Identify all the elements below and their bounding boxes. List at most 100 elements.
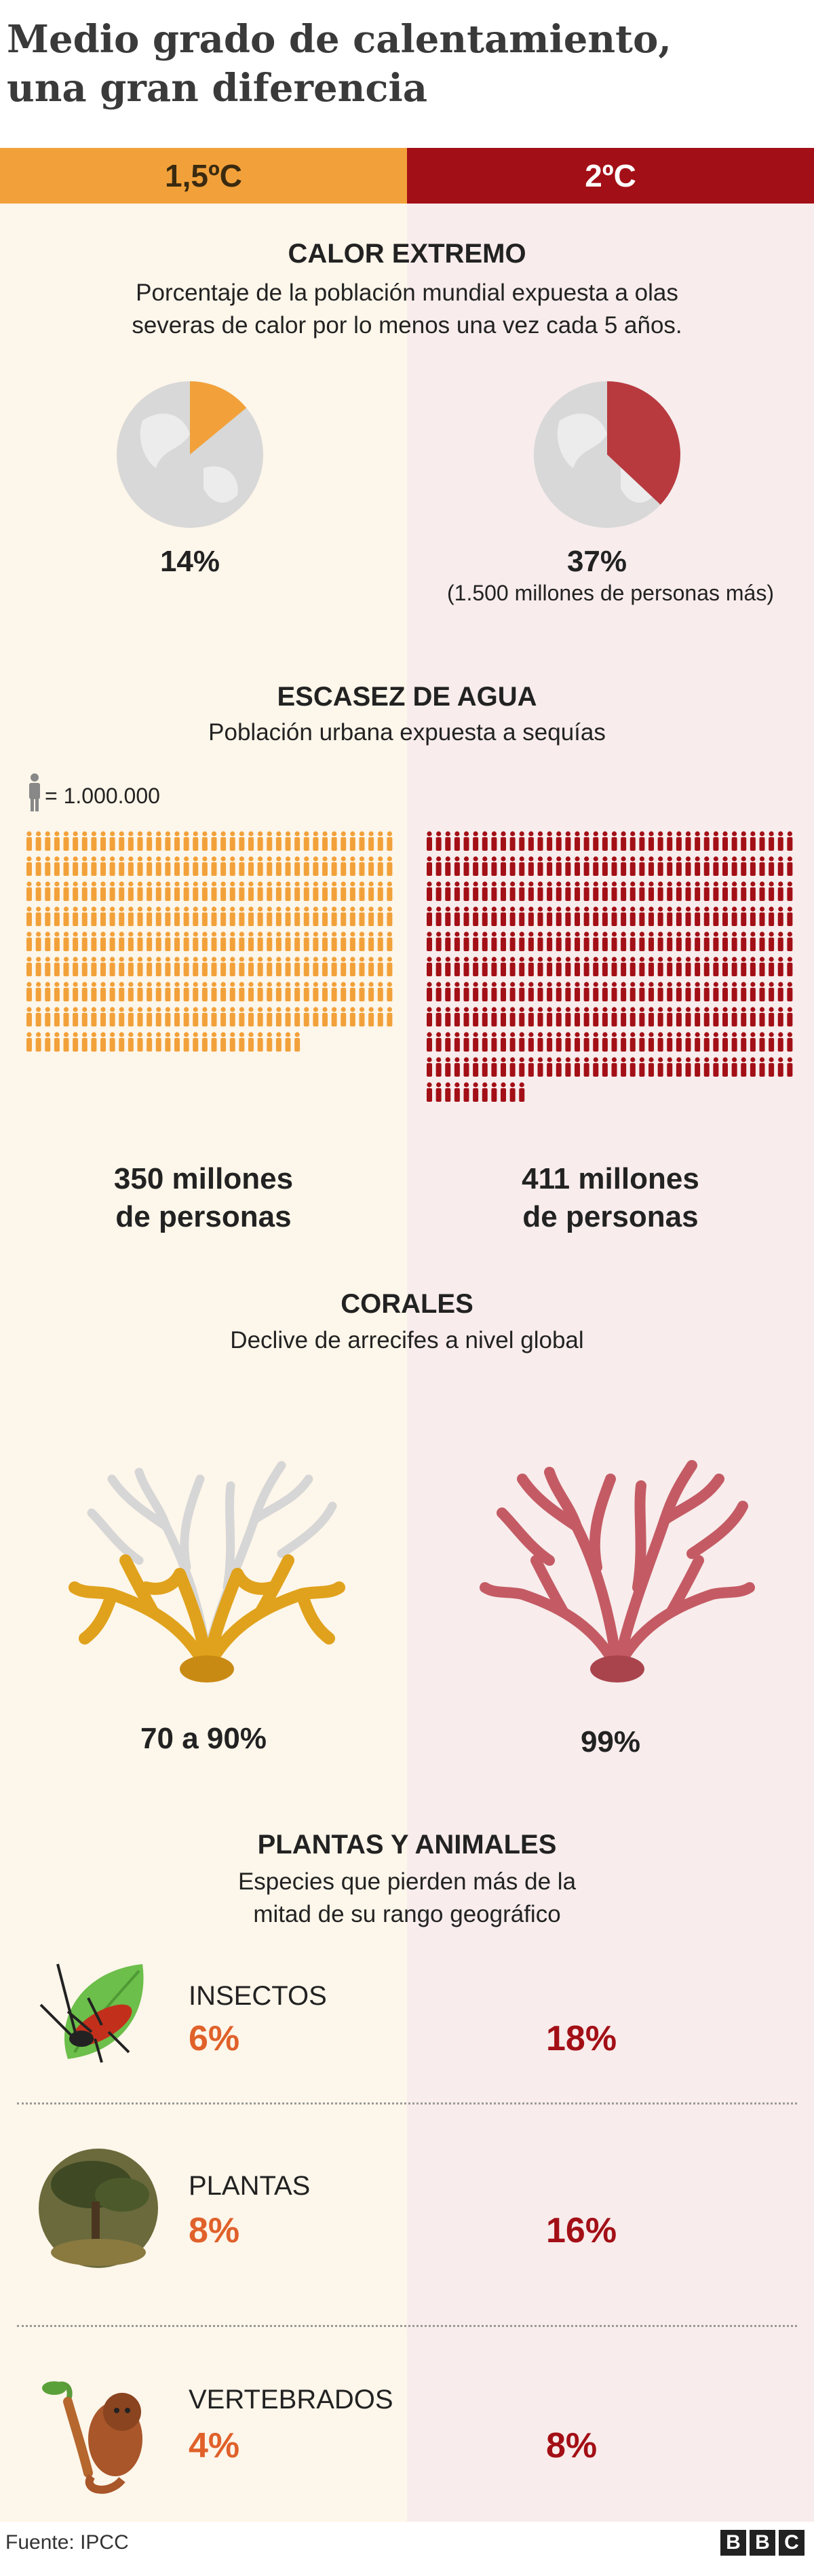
person-icon — [528, 1032, 534, 1052]
person-icon — [731, 1007, 737, 1026]
heat-subtitle-line-2: severas de calor por lo menos una vez ca… — [132, 312, 682, 339]
person-icon — [473, 1057, 479, 1077]
person-icon — [491, 1032, 497, 1052]
person-icon — [657, 957, 663, 976]
person-icon — [368, 957, 374, 976]
person-icon — [769, 1057, 775, 1077]
bbc-logo: B B C — [720, 2530, 805, 2556]
person-icon — [509, 906, 516, 926]
person-icon — [685, 1032, 691, 1052]
coral-left-icon — [69, 1461, 345, 1683]
species-insects-left: 6% — [189, 2019, 240, 2058]
person-icon — [435, 931, 442, 951]
person-icon — [73, 881, 79, 901]
person-icon — [759, 1057, 765, 1077]
person-icon — [248, 856, 254, 876]
person-icon — [257, 931, 263, 951]
person-icon — [377, 957, 383, 976]
person-icon — [482, 982, 488, 1001]
person-icon — [528, 1057, 534, 1077]
person-icon — [731, 931, 737, 951]
corals-right-value: 99% — [580, 1725, 641, 1758]
person-icon — [201, 982, 208, 1001]
person-icon — [537, 931, 543, 951]
person-icon — [556, 906, 562, 926]
person-icon — [331, 982, 337, 1001]
person-icon — [593, 856, 599, 876]
person-icon — [147, 881, 153, 901]
person-icon — [81, 931, 88, 951]
person-icon — [454, 1057, 460, 1077]
species-vertebrates-label: VERTEBRADOS — [189, 2385, 393, 2415]
person-icon — [528, 906, 534, 926]
person-icon — [63, 856, 69, 876]
person-icon — [26, 931, 32, 951]
bbc-logo-letter: B — [720, 2530, 746, 2556]
person-icon — [713, 982, 719, 1001]
person-icon — [509, 1057, 516, 1077]
person-icon — [473, 1082, 479, 1102]
person-icon — [387, 856, 393, 876]
person-icon — [685, 1057, 691, 1077]
person-icon — [285, 856, 291, 876]
person-icon — [193, 957, 199, 976]
person-icon — [322, 982, 328, 1001]
person-icon — [537, 831, 543, 851]
person-icon — [257, 881, 263, 901]
person-icon — [657, 881, 663, 901]
person-icon — [676, 982, 682, 1001]
person-icon — [482, 831, 488, 851]
person-icon — [349, 1007, 355, 1026]
person-icon — [349, 982, 355, 1001]
header-1-5c: 1,5ºC — [0, 148, 407, 204]
person-icon — [602, 831, 608, 851]
person-icon — [463, 957, 469, 976]
person-icon — [137, 931, 143, 951]
person-icon — [45, 906, 51, 926]
person-icon — [45, 856, 51, 876]
heat-subtitle: Porcentaje de la población mundial expue… — [0, 277, 814, 342]
person-icon — [26, 1007, 32, 1026]
person-icon — [528, 856, 534, 876]
person-icon — [454, 856, 460, 876]
person-icon — [275, 831, 282, 851]
person-icon — [45, 831, 51, 851]
heat-slice-right — [607, 381, 681, 505]
person-icon — [509, 1082, 516, 1102]
person-icon — [731, 1057, 737, 1077]
person-icon — [147, 906, 153, 926]
person-icon — [341, 1007, 347, 1026]
person-icon — [482, 1082, 488, 1102]
person-icon — [463, 856, 469, 876]
person-icon — [750, 982, 756, 1001]
left-column-background — [0, 204, 407, 2522]
person-icon — [220, 1007, 227, 1026]
person-icon — [427, 881, 432, 901]
person-icon — [147, 1032, 153, 1052]
person-icon — [183, 881, 189, 901]
person-icon — [575, 881, 580, 901]
person-icon — [91, 931, 97, 951]
person-icon — [629, 1007, 636, 1026]
person-icon — [528, 957, 534, 976]
person-icon — [593, 1032, 599, 1052]
person-icon — [303, 982, 309, 1001]
person-icon — [201, 831, 208, 851]
person-icon — [435, 831, 442, 851]
person-icon — [35, 831, 41, 851]
person-icon — [322, 931, 328, 951]
person-icon — [73, 1007, 79, 1026]
person-icon — [73, 957, 79, 976]
person-icon — [211, 831, 217, 851]
person-icon — [602, 982, 608, 1001]
person-icon — [331, 957, 337, 976]
person-icon — [463, 1032, 469, 1052]
person-icon — [128, 1032, 134, 1052]
person-icon — [183, 831, 189, 851]
person-icon — [583, 906, 589, 926]
person-icon — [629, 931, 636, 951]
person-icon — [777, 957, 783, 976]
person-icon — [454, 931, 460, 951]
person-icon — [73, 931, 79, 951]
person-icon — [435, 881, 442, 901]
